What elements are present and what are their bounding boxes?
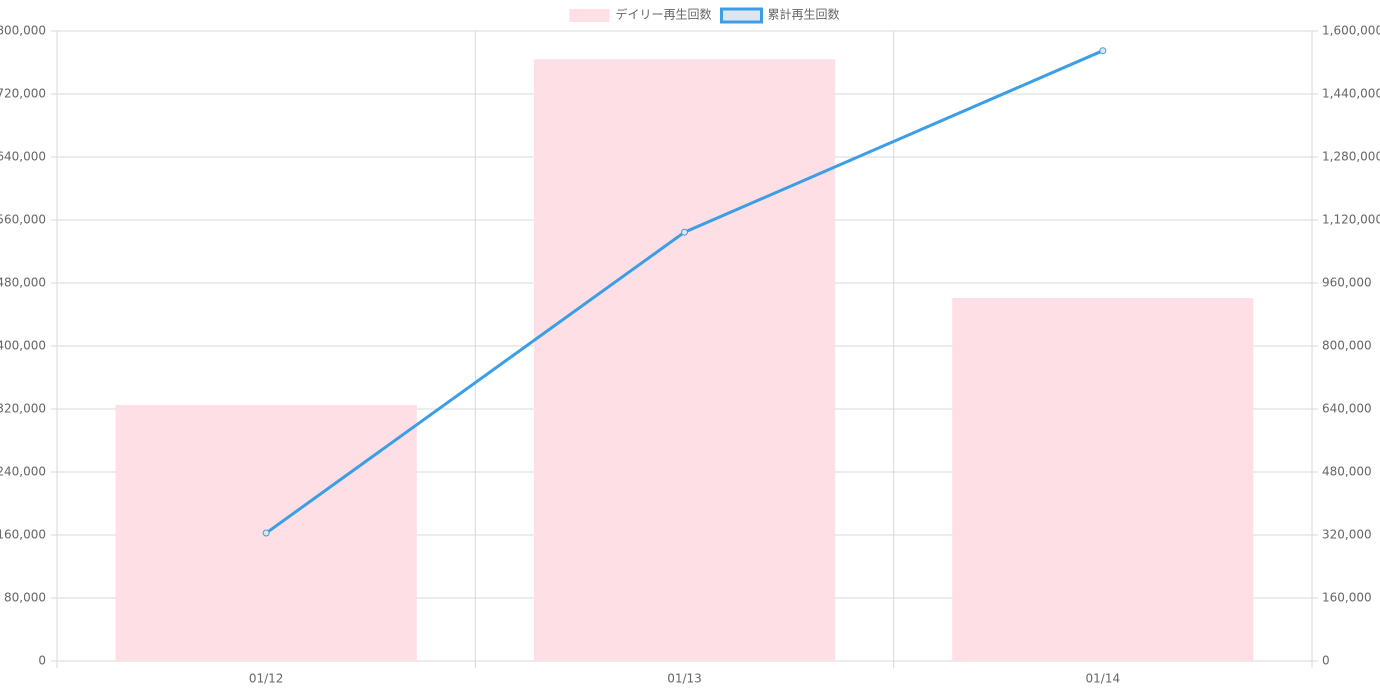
point	[1099, 47, 1107, 55]
y2-tick-label: 1,280,000	[1322, 150, 1380, 164]
y2-tick-label: 320,000	[1322, 528, 1372, 542]
bar	[952, 297, 1254, 661]
y2-tick-label: 0	[1322, 654, 1330, 668]
y2-tick-label: 1,600,000	[1322, 24, 1380, 38]
legend-swatch	[720, 7, 763, 24]
y-tick-label: 320,000	[0, 402, 46, 416]
x-tick-label: 01/13	[667, 672, 702, 686]
y2-tick-label: 1,440,000	[1322, 87, 1380, 101]
y2-tick-label: 800,000	[1322, 339, 1372, 353]
legend-label: 累計再生回数	[768, 7, 840, 22]
y-tick-label: 800,000	[0, 24, 46, 38]
y2-tick-label: 1,120,000	[1322, 213, 1380, 227]
y2-tick-label: 480,000	[1322, 465, 1372, 479]
y-tick-label: 0	[38, 654, 46, 668]
point	[262, 529, 270, 537]
y-tick-label: 240,000	[0, 465, 46, 479]
legend-swatch	[569, 9, 610, 22]
y-tick-label: 400,000	[0, 339, 46, 353]
y2-tick-label: 640,000	[1322, 402, 1372, 416]
y-tick-label: 160,000	[0, 528, 46, 542]
bar	[533, 59, 836, 662]
x-tick-label: 01/12	[249, 672, 284, 686]
x-tick-label: 01/14	[1086, 672, 1121, 686]
legend-label: デイリー再生回数	[615, 7, 711, 22]
y-tick-label: 640,000	[0, 150, 46, 164]
point	[681, 228, 688, 236]
y-tick-label: 720,000	[0, 87, 46, 101]
y2-tick-label: 160,000	[1322, 591, 1372, 605]
y-tick-label: 560,000	[0, 213, 46, 227]
y2-tick-label: 960,000	[1322, 276, 1372, 290]
y-tick-label: 80,000	[4, 591, 46, 605]
y-tick-label: 480,000	[0, 276, 46, 290]
